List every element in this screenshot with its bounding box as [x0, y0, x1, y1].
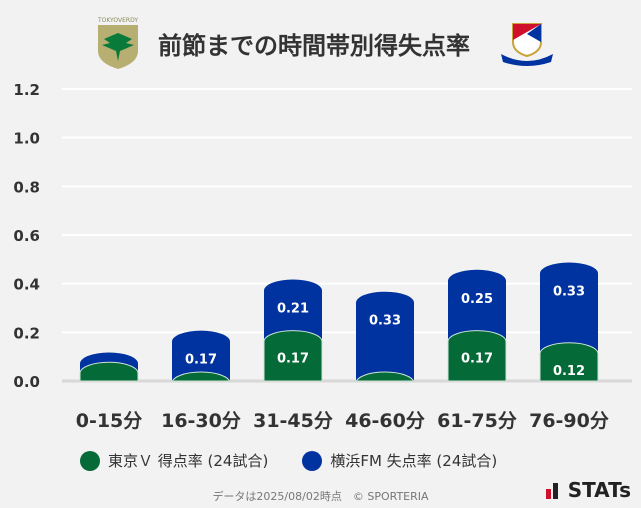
- data-label: 0.17: [461, 352, 493, 367]
- y-tick-label: 0.2: [13, 324, 40, 342]
- bar-verdy: [447, 330, 507, 382]
- data-label: 0.12: [553, 364, 585, 379]
- legend-swatch: [302, 450, 323, 471]
- y-tick-label: 1.2: [13, 81, 40, 99]
- legend-label: 東京Ｖ 得点率 (24試合): [108, 452, 269, 470]
- data-label: 0.21: [277, 302, 309, 317]
- svg-text:TOKYOVERDY: TOKYOVERDY: [97, 17, 138, 24]
- bar-verdy: [79, 361, 139, 382]
- legend: 東京Ｖ 得点率 (24試合) 横浜FM 失点率 (24試合): [80, 450, 497, 471]
- bar-marinos: [356, 291, 414, 381]
- bar-verdy: [539, 342, 599, 382]
- data-label: 0.17: [185, 353, 217, 368]
- x-tick-label: 61-75分: [437, 410, 517, 432]
- chart-area: 0.0 0.2 0.4 0.6 0.8 1.0 1.2 0-15分 0.17 16-30分 0.21…: [13, 81, 632, 432]
- y-tick-label: 1.0: [13, 130, 40, 148]
- bar-verdy: [263, 330, 323, 382]
- stats-logo: STATs: [545, 478, 631, 502]
- y-tick-label: 0.4: [13, 276, 40, 294]
- x-tick-label: 76-90分: [529, 410, 609, 432]
- bar-verdy: [171, 371, 231, 384]
- data-label: 0.17: [277, 352, 309, 367]
- x-tick-label: 0-15分: [76, 410, 143, 432]
- bar-verdy: [355, 371, 415, 384]
- y-tick-label: 0.0: [13, 373, 40, 391]
- data-label: 0.25: [461, 292, 493, 307]
- chart-title: 前節までの時間帯別得失点率: [158, 32, 470, 60]
- yokohama-marinos-logo: [497, 20, 557, 72]
- x-tick-label: 46-60分: [345, 410, 425, 432]
- legend-item-verdy: 東京Ｖ 得点率 (24試合): [80, 450, 268, 471]
- footer-note: データは2025/08/02時点 © SPORTERIA: [212, 490, 429, 503]
- stats-bars-icon: [545, 483, 558, 499]
- data-label: 0.33: [369, 314, 401, 329]
- y-tick-label: 0.8: [13, 178, 40, 196]
- y-tick-label: 0.6: [13, 227, 40, 245]
- legend-item-marinos: 横浜FM 失点率 (24試合): [302, 450, 497, 471]
- x-tick-label: 31-45分: [253, 410, 333, 432]
- tokyo-verdy-logo: TOKYOVERDY: [96, 15, 140, 73]
- stats-brand: STATs: [567, 478, 631, 502]
- bar-marinos: [172, 330, 230, 381]
- data-label: 0.33: [553, 285, 585, 300]
- legend-swatch: [80, 450, 100, 471]
- x-tick-label: 16-30分: [161, 410, 241, 432]
- legend-label: 横浜FM 失点率 (24試合): [330, 452, 498, 470]
